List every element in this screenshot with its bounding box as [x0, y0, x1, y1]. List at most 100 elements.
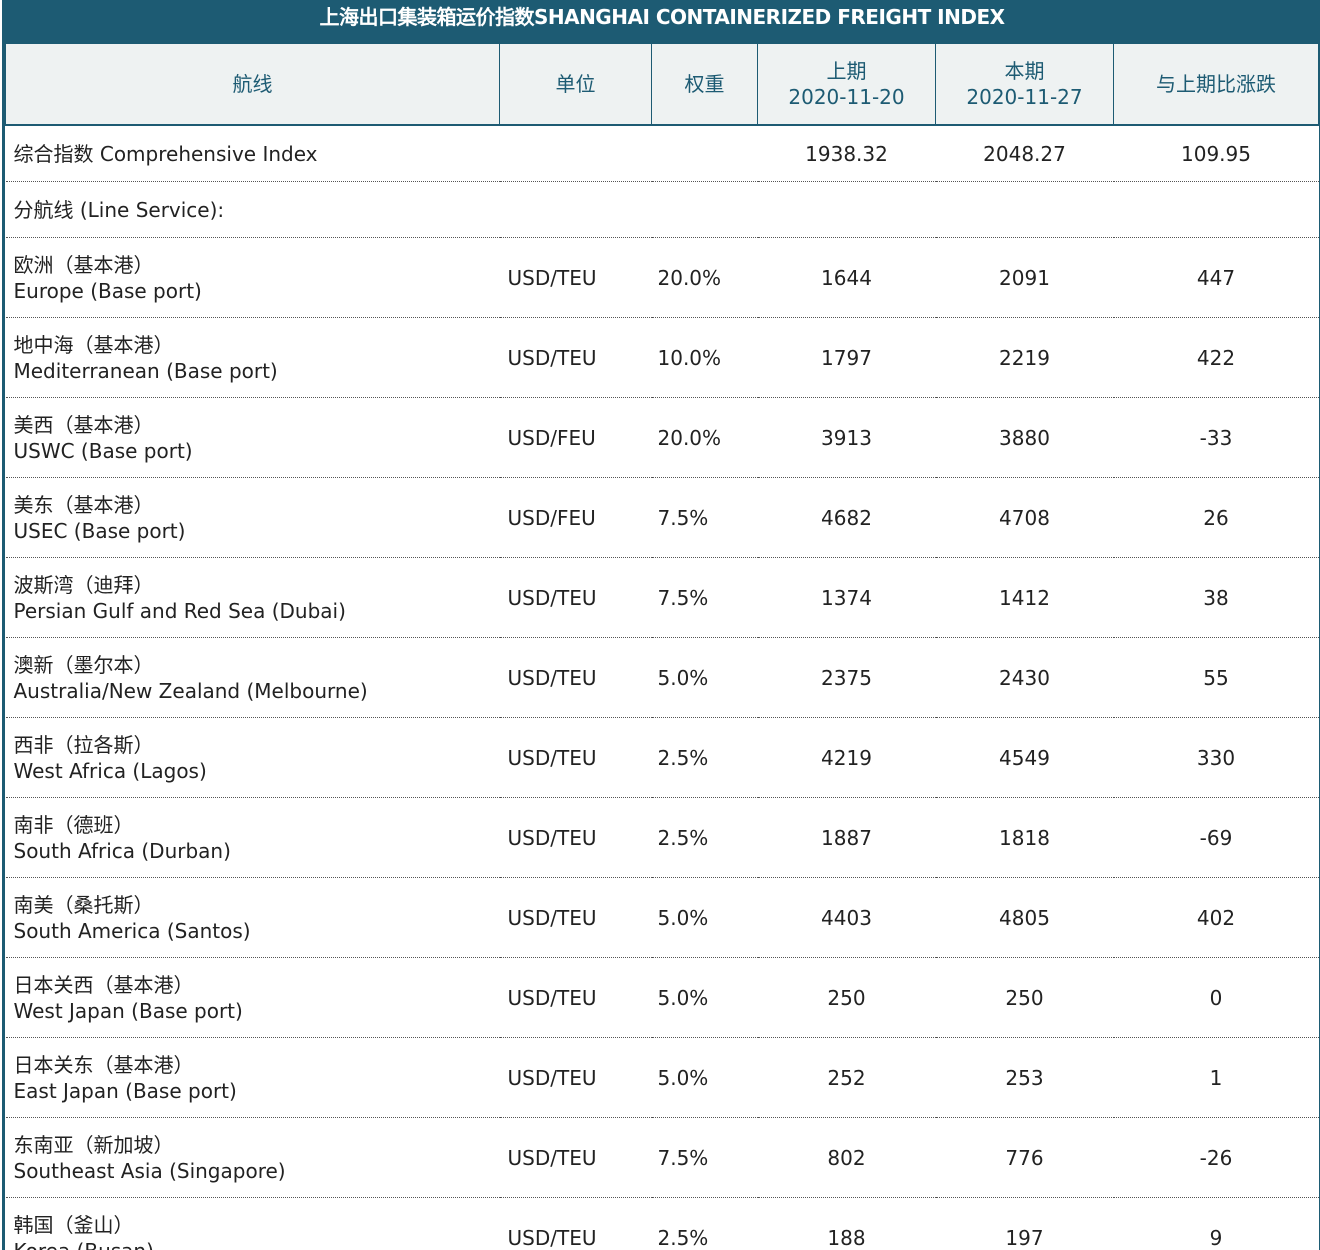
current-date: 2020-11-27	[966, 85, 1083, 109]
table-row: 南美（桑托斯） South America (Santos) USD/TEU 5.0%…	[5, 877, 1319, 958]
comprehensive-weight	[651, 125, 758, 182]
route-name-cn: 美东（基本港）	[13, 492, 154, 517]
unit-cell: USD/TEU	[499, 877, 652, 958]
route-name-en: Australia/New Zealand (Melbourne)	[13, 678, 368, 703]
current-label: 本期	[1004, 59, 1045, 83]
previous-value-cell: 4682	[757, 477, 936, 558]
change-value-cell: -33	[1113, 397, 1319, 478]
table-row: 日本关东（基本港） East Japan (Base port) USD/TEU 5.…	[5, 1037, 1319, 1118]
route-cell: 南非（德班） South Africa (Durban)	[5, 797, 500, 878]
route-name-cn: 西非（拉各斯）	[13, 732, 154, 757]
change-value-cell: 0	[1113, 957, 1319, 1038]
unit-cell: USD/TEU	[499, 1117, 652, 1198]
col-header-unit: 单位	[499, 44, 652, 126]
current-value-cell: 4549	[935, 717, 1114, 798]
unit-cell: USD/TEU	[499, 1037, 652, 1118]
change-value-cell: 38	[1113, 557, 1319, 638]
unit-cell: USD/TEU	[499, 637, 652, 718]
route-name-en: Persian Gulf and Red Sea (Dubai)	[13, 598, 346, 623]
previous-value-cell: 188	[757, 1197, 936, 1250]
table-row: 美东（基本港） USEC (Base port) USD/FEU 7.5% 4682 47…	[5, 477, 1319, 558]
previous-value-cell: 1797	[757, 317, 936, 398]
route-name-cn: 日本关西（基本港）	[13, 972, 194, 997]
unit-cell: USD/FEU	[499, 397, 652, 478]
route-cell: 日本关东（基本港） East Japan (Base port)	[5, 1037, 500, 1118]
route-cell: 美西（基本港） USWC (Base port)	[5, 397, 500, 478]
route-name-cn: 澳新（墨尔本）	[13, 652, 154, 677]
change-value-cell: -69	[1113, 797, 1319, 878]
table-row: 日本关西（基本港） West Japan (Base port) USD/TEU 5.…	[5, 957, 1319, 1038]
route-name-en: Mediterranean (Base port)	[13, 358, 278, 383]
col-header-route: 航线	[5, 44, 500, 126]
unit-cell: USD/TEU	[499, 717, 652, 798]
change-value-cell: 402	[1113, 877, 1319, 958]
route-name-cn: 美西（基本港）	[13, 412, 154, 437]
previous-date: 2020-11-20	[788, 85, 905, 109]
current-value-cell: 1818	[935, 797, 1114, 878]
route-name-cn: 南美（桑托斯）	[13, 892, 154, 917]
route-name-cn: 东南亚（新加坡）	[13, 1132, 174, 1157]
route-cell: 南美（桑托斯） South America (Santos)	[5, 877, 500, 958]
change-value-cell: 55	[1113, 637, 1319, 718]
previous-value-cell: 1887	[757, 797, 936, 878]
current-value-cell: 4708	[935, 477, 1114, 558]
route-name-en: South Africa (Durban)	[13, 838, 231, 863]
current-value-cell: 2091	[935, 237, 1114, 318]
unit-cell: USD/TEU	[499, 237, 652, 318]
weight-cell: 7.5%	[651, 477, 758, 558]
table-row: 美西（基本港） USWC (Base port) USD/FEU 20.0% 3913 3…	[5, 397, 1319, 478]
unit-cell: USD/TEU	[499, 797, 652, 878]
current-value-cell: 4805	[935, 877, 1114, 958]
current-value-cell: 253	[935, 1037, 1114, 1118]
previous-value-cell: 1374	[757, 557, 936, 638]
current-value-cell: 3880	[935, 397, 1114, 478]
route-name-en: West Africa (Lagos)	[13, 758, 207, 783]
route-name-en: Europe (Base port)	[13, 278, 202, 303]
route-name-en: USWC (Base port)	[13, 438, 193, 463]
comprehensive-curr: 2048.27	[935, 125, 1114, 182]
weight-cell: 20.0%	[651, 237, 758, 318]
line-service-row: 分航线 (Line Service):	[5, 181, 1319, 238]
weight-cell: 10.0%	[651, 317, 758, 398]
route-name-en: Southeast Asia (Singapore)	[13, 1158, 286, 1183]
weight-cell: 5.0%	[651, 877, 758, 958]
previous-label: 上期	[826, 59, 867, 83]
table-row: 欧洲（基本港） Europe (Base port) USD/TEU 20.0% 164…	[5, 237, 1319, 318]
col-header-current: 本期 2020-11-27	[935, 44, 1114, 126]
weight-cell: 7.5%	[651, 1117, 758, 1198]
col-header-weight: 权重	[651, 44, 758, 126]
unit-cell: USD/TEU	[499, 1197, 652, 1250]
route-name-cn: 地中海（基本港）	[13, 332, 174, 357]
route-name-cn: 欧洲（基本港）	[13, 252, 154, 277]
change-value-cell: 9	[1113, 1197, 1319, 1250]
change-value-cell: -26	[1113, 1117, 1319, 1198]
weight-cell: 7.5%	[651, 557, 758, 638]
unit-cell: USD/TEU	[499, 317, 652, 398]
current-value-cell: 1412	[935, 557, 1114, 638]
table-row: 东南亚（新加坡） Southeast Asia (Singapore) USD/TE…	[5, 1117, 1319, 1198]
change-value-cell: 422	[1113, 317, 1319, 398]
weight-cell: 5.0%	[651, 957, 758, 1038]
previous-value-cell: 802	[757, 1117, 936, 1198]
current-value-cell: 197	[935, 1197, 1114, 1250]
route-cell: 地中海（基本港） Mediterranean (Base port)	[5, 317, 500, 398]
route-cell: 澳新（墨尔本） Australia/New Zealand (Melbourne)	[5, 637, 500, 718]
route-cell: 日本关西（基本港） West Japan (Base port)	[5, 957, 500, 1038]
route-cell: 波斯湾（迪拜） Persian Gulf and Red Sea (Dubai)	[5, 557, 500, 638]
previous-value-cell: 1644	[757, 237, 936, 318]
table-row: 波斯湾（迪拜） Persian Gulf and Red Sea (Dubai) U…	[5, 557, 1319, 638]
col-header-previous: 上期 2020-11-20	[757, 44, 936, 126]
current-value-cell: 2430	[935, 637, 1114, 718]
freight-index-table: 航线 单位 权重 上期 2020-11-20 本期 2020-11-27 与上期…	[5, 44, 1319, 1250]
previous-value-cell: 250	[757, 957, 936, 1038]
current-value-cell: 250	[935, 957, 1114, 1038]
previous-value-cell: 2375	[757, 637, 936, 718]
table-row: 澳新（墨尔本） Australia/New Zealand (Melbourne)…	[5, 637, 1319, 718]
change-value-cell: 1	[1113, 1037, 1319, 1118]
table-row: 地中海（基本港） Mediterranean (Base port) USD/TEU…	[5, 317, 1319, 398]
previous-value-cell: 3913	[757, 397, 936, 478]
unit-cell: USD/TEU	[499, 957, 652, 1038]
weight-cell: 5.0%	[651, 1037, 758, 1118]
